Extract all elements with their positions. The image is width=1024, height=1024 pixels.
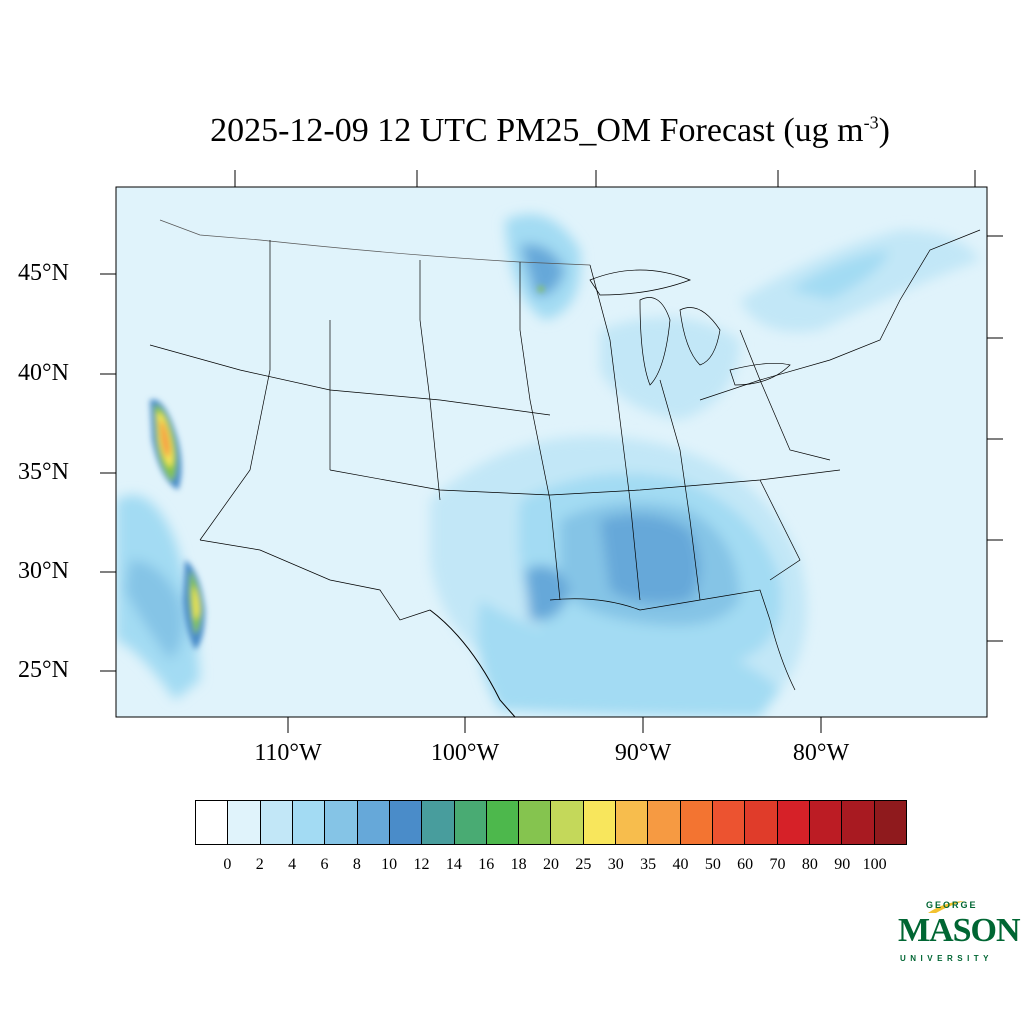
lat-label-30: 30°N [18,558,69,584]
lat-label-45: 45°N [18,260,69,286]
logo-george: GEORGE [926,900,978,910]
colorbar-swatch [713,801,746,844]
map-frame [115,186,988,718]
left-ticks [100,273,116,672]
colorbar-label: 80 [801,856,818,873]
lon-label-90w: 90°W [614,740,672,766]
logo-university: UNIVERSITY [900,954,994,963]
colorbar-swatch [648,801,681,844]
lon-label-110w: 110°W [254,740,322,766]
bottom-ticks [287,717,822,733]
colorbar-label: 4 [288,856,297,873]
colorbar-label: 12 [413,856,430,873]
colorbar-label: 14 [445,856,462,873]
colorbar [195,800,907,845]
boundaries [149,219,981,717]
colorbar-label: 70 [769,856,786,873]
right-ticks [987,235,1003,642]
colorbar-swatch [745,801,778,844]
colorbar-swatch [583,801,617,844]
colorbar-swatch [486,801,520,844]
colorbar-label: 35 [640,856,657,873]
hotspots [150,286,544,650]
lat-label-40: 40°N [18,360,69,386]
colorbar-swatch [874,801,906,844]
top-ticks [234,170,976,187]
colorbar-label: 90 [834,856,851,873]
colorbar-label: 0 [223,856,232,873]
colorbar-label: 25 [575,856,592,873]
colorbar-label: 18 [510,856,527,873]
colorbar-swatch [228,801,261,844]
colorbar-label: 2 [255,856,264,873]
colorbar-label: 60 [737,856,754,873]
colorbar-label: 40 [672,856,689,873]
colorbar-swatch [454,801,487,844]
colorbar-swatch [809,801,843,844]
colorbar-swatch [357,801,390,844]
colorbar-label: 100 [862,856,887,873]
gmu-logo: GEORGE MASON UNIVERSITY [896,900,1021,970]
colorbar-swatch [551,801,584,844]
logo-mason: MASON [898,912,1021,949]
colorbar-swatch [389,801,423,844]
colorbar-swatch [777,801,810,844]
colorbar-label: 10 [381,856,398,873]
colorbar-swatch [616,801,649,844]
colorbar-label: 20 [543,856,559,873]
colorbar-swatch [260,801,293,844]
colorbar-swatch [680,801,713,844]
colorbar-label: 8 [352,856,361,873]
colorbar-swatch [519,801,552,844]
colorbar-swatch [196,801,229,844]
lat-label-25: 25°N [18,657,69,683]
colorbar-label: 30 [607,856,624,873]
swoosh-icon [928,901,964,913]
concentration-field [116,214,980,717]
lat-label-35: 35°N [18,459,69,485]
map-title: 2025-12-09 12 UTC PM25_OM Forecast (ug m… [210,112,890,149]
colorbar-swatch [842,801,875,844]
lon-label-80w: 80°W [792,740,850,766]
colorbar-label: 16 [478,856,495,873]
colorbar-swatch [325,801,358,844]
lon-label-100w: 100°W [430,740,500,766]
colorbar-swatch [292,801,326,844]
colorbar-label: 50 [704,856,721,873]
colorbar-label: 6 [320,856,329,873]
colorbar-swatch [422,801,455,844]
